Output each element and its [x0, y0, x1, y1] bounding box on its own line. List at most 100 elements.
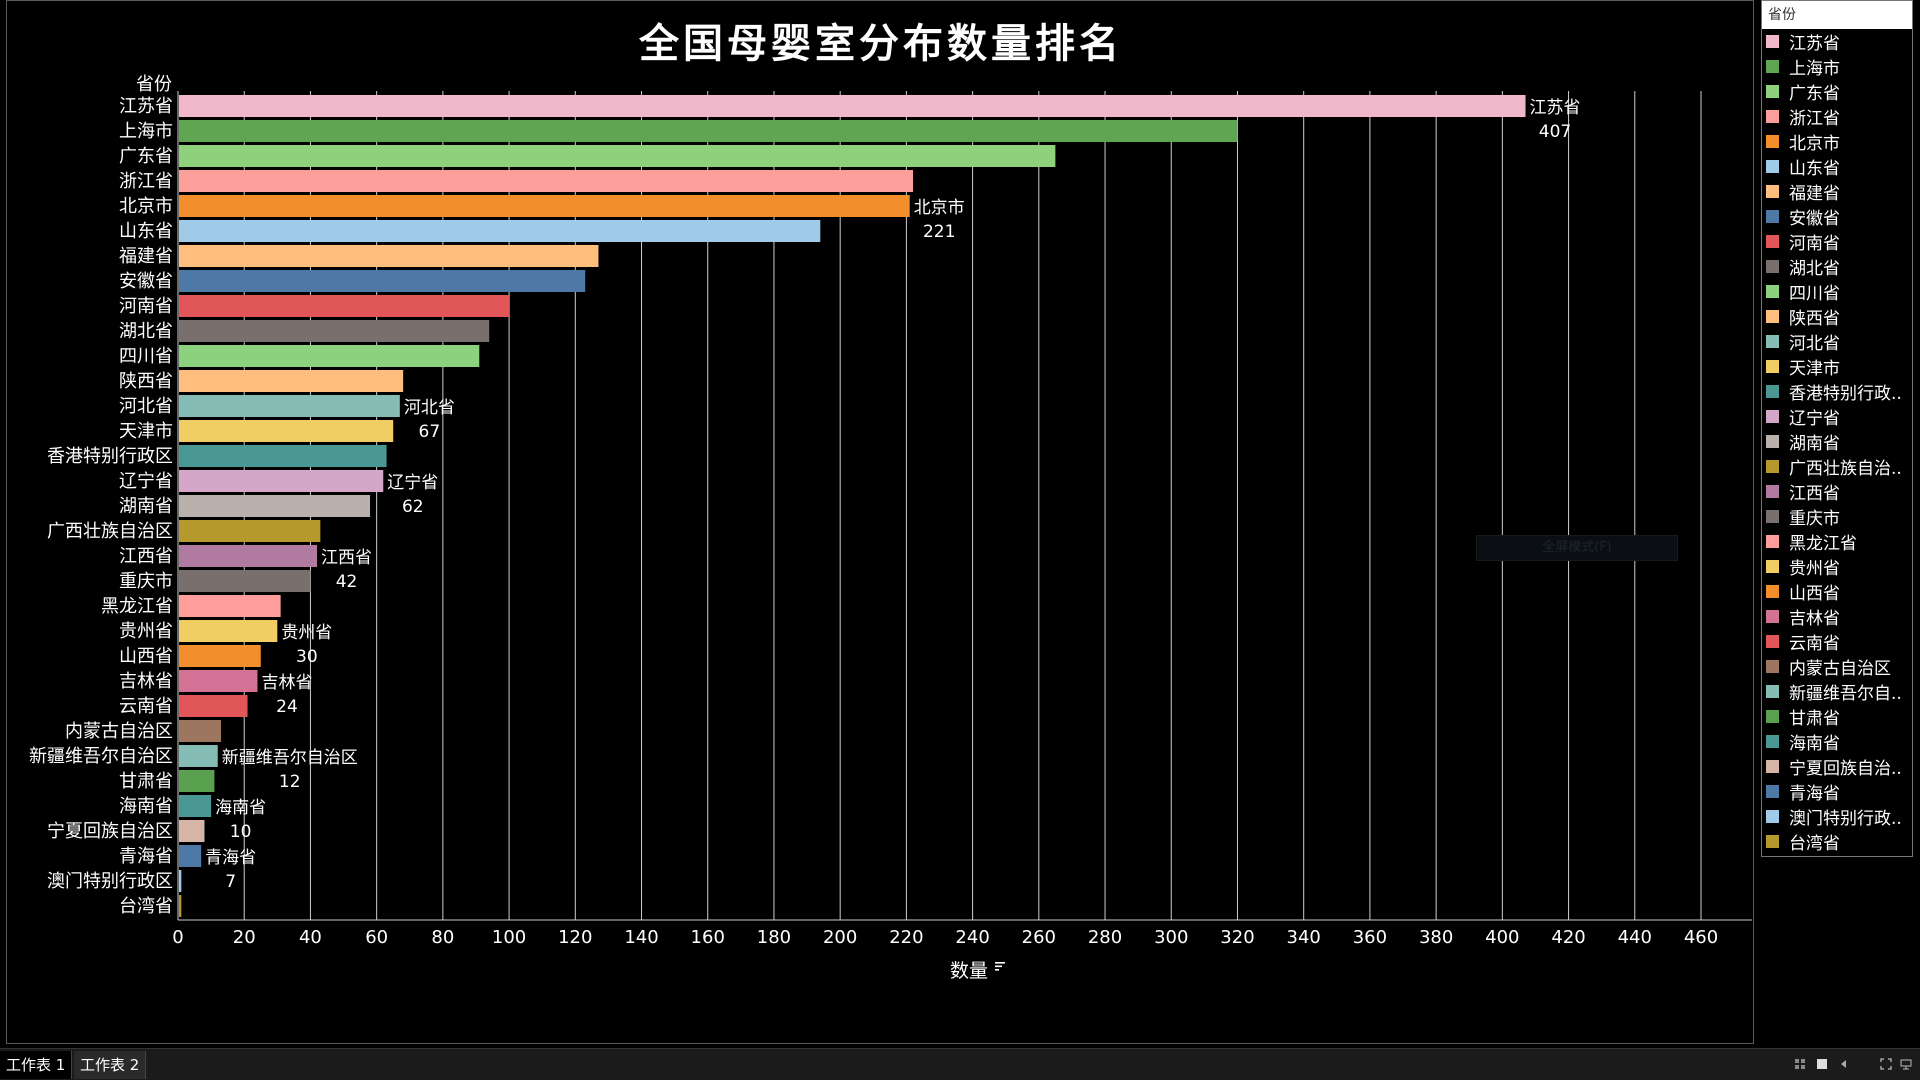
x-tick-label: 200 [823, 927, 857, 948]
legend-item[interactable]: 广西壮族自治.. [1762, 454, 1912, 479]
bar[interactable] [179, 695, 248, 717]
bar[interactable] [179, 295, 510, 317]
legend-swatch [1766, 60, 1779, 73]
legend-item[interactable]: 海南省 [1762, 729, 1912, 754]
legend-item[interactable]: 上海市 [1762, 54, 1912, 79]
legend-item[interactable]: 新疆维吾尔自.. [1762, 679, 1912, 704]
bar[interactable] [179, 795, 212, 817]
bar[interactable] [179, 470, 384, 492]
bar[interactable] [179, 320, 490, 342]
legend-item[interactable]: 宁夏回族自治.. [1762, 754, 1912, 779]
legend-item[interactable]: 黑龙江省 [1762, 529, 1912, 554]
legend-item[interactable]: 陕西省 [1762, 304, 1912, 329]
bar[interactable] [179, 520, 321, 542]
legend-swatch [1766, 110, 1779, 123]
legend-label: 陕西省 [1789, 309, 1840, 329]
bar[interactable] [179, 895, 182, 917]
fullscreen-icon[interactable] [1880, 1058, 1892, 1070]
x-tick-label: 20 [233, 927, 256, 948]
bar[interactable] [179, 145, 1056, 167]
legend-item[interactable]: 广东省 [1762, 79, 1912, 104]
present-icon[interactable] [1900, 1058, 1912, 1070]
x-tick-label: 420 [1551, 927, 1585, 948]
bar[interactable] [179, 870, 182, 892]
bar[interactable] [179, 445, 387, 467]
legend-item[interactable]: 湖北省 [1762, 254, 1912, 279]
bar[interactable] [179, 345, 480, 367]
legend-label: 湖南省 [1789, 434, 1840, 454]
bar[interactable] [179, 120, 1238, 142]
legend-item[interactable]: 四川省 [1762, 279, 1912, 304]
grid-view-icon[interactable] [1794, 1058, 1806, 1070]
legend-item[interactable]: 天津市 [1762, 354, 1912, 379]
bar[interactable] [179, 170, 914, 192]
legend-item[interactable]: 香港特别行政.. [1762, 379, 1912, 404]
legend-item[interactable]: 贵州省 [1762, 554, 1912, 579]
legend-title: 省份 [1762, 1, 1912, 29]
legend-label: 河南省 [1789, 234, 1840, 254]
bar[interactable] [179, 745, 218, 767]
legend-item[interactable]: 安徽省 [1762, 204, 1912, 229]
bar[interactable] [179, 245, 599, 267]
legend-item[interactable]: 河南省 [1762, 229, 1912, 254]
legend-swatch [1766, 85, 1779, 98]
legend-item[interactable]: 山东省 [1762, 154, 1912, 179]
bar[interactable] [179, 720, 222, 742]
bar[interactable] [179, 770, 215, 792]
annotation-value: 7 [225, 872, 236, 892]
legend-item[interactable]: 江苏省 [1762, 29, 1912, 54]
legend-item[interactable]: 江西省 [1762, 479, 1912, 504]
bar[interactable] [179, 620, 278, 642]
bar[interactable] [179, 220, 821, 242]
legend-label: 四川省 [1789, 284, 1840, 304]
tab-sheet-2[interactable]: 工作表 2 [74, 1051, 147, 1079]
bar[interactable] [179, 820, 205, 842]
legend-item[interactable]: 山西省 [1762, 579, 1912, 604]
legend-item[interactable]: 云南省 [1762, 629, 1912, 654]
legend-label: 江苏省 [1789, 34, 1840, 54]
x-tick-label: 440 [1618, 927, 1652, 948]
legend-item[interactable]: 吉林省 [1762, 604, 1912, 629]
bar[interactable] [179, 395, 400, 417]
legend-label: 海南省 [1789, 734, 1840, 754]
bar[interactable] [179, 370, 404, 392]
bar[interactable] [179, 545, 318, 567]
legend-item[interactable]: 辽宁省 [1762, 404, 1912, 429]
bar[interactable] [179, 570, 311, 592]
bar-chart[interactable]: 省份江苏省上海市广东省浙江省北京市山东省福建省安徽省河南省湖北省四川省陕西省河北… [7, 1, 1755, 1045]
legend-item[interactable]: 重庆市 [1762, 504, 1912, 529]
previous-icon[interactable] [1838, 1058, 1850, 1070]
legend-item[interactable]: 青海省 [1762, 779, 1912, 804]
legend-item[interactable]: 澳门特别行政.. [1762, 804, 1912, 829]
bar[interactable] [179, 670, 258, 692]
category-label: 广东省 [119, 146, 173, 167]
bar[interactable] [179, 845, 202, 867]
bar[interactable] [179, 420, 394, 442]
legend-swatch [1766, 35, 1779, 48]
sort-icon[interactable] [995, 962, 1005, 971]
legend-item[interactable]: 湖南省 [1762, 429, 1912, 454]
bar[interactable] [179, 495, 371, 517]
single-view-icon[interactable] [1816, 1058, 1828, 1070]
bar[interactable] [179, 195, 910, 217]
legend-item[interactable]: 福建省 [1762, 179, 1912, 204]
legend-label: 河北省 [1789, 334, 1840, 354]
bar[interactable] [179, 270, 586, 292]
x-tick-label: 0 [172, 927, 183, 948]
tab-sheet-1[interactable]: 工作表 1 [0, 1051, 73, 1079]
x-axis-title: 数量 [950, 960, 988, 982]
legend-panel[interactable]: 省份 江苏省 上海市 广东省 浙江省 北京市 山东省 福建省 安徽省河南省 湖北省四川省陕西省河… [1761, 0, 1913, 857]
category-label: 新疆维吾尔自治区 [29, 746, 173, 767]
legend-item[interactable]: 内蒙古自治区 [1762, 654, 1912, 679]
legend-swatch [1766, 135, 1779, 148]
legend-item[interactable]: 北京市 [1762, 129, 1912, 154]
category-label: 澳门特别行政区 [47, 871, 173, 892]
bar[interactable] [179, 95, 1526, 117]
legend-item[interactable]: 河北省 [1762, 329, 1912, 354]
legend-item[interactable]: 甘肃省 [1762, 704, 1912, 729]
legend-item[interactable]: 浙江省 [1762, 104, 1912, 129]
bar[interactable] [179, 645, 261, 667]
bar[interactable] [179, 595, 281, 617]
legend-item[interactable]: 台湾省 [1762, 829, 1912, 854]
x-tick-label: 300 [1154, 927, 1188, 948]
